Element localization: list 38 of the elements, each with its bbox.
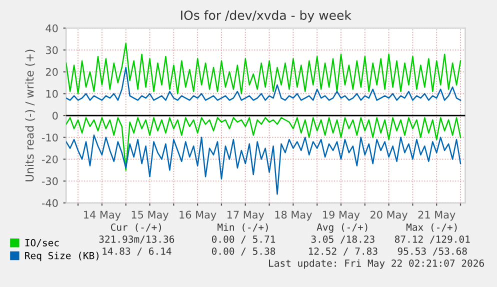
line-series (66, 42, 462, 94)
y-axis-title: Units read (-) / write (+) (25, 50, 36, 182)
x-tick-label: 19 May (323, 210, 360, 221)
y-tick-label: -20 (42, 155, 58, 164)
text: 95.53 /53.68 (398, 247, 467, 256)
y-tick-label: 40 (46, 24, 58, 32)
line-series (66, 117, 462, 171)
x-tick-label: 20 May (370, 210, 408, 221)
legend-label: IO/sec (25, 239, 59, 248)
text: 0.00 / 5.71 (212, 235, 276, 244)
text: 0.00 / 5.38 (212, 247, 276, 256)
text: Avg (-/+) (316, 223, 368, 233)
legend-label: Req Size (KB) (25, 252, 98, 262)
line-series (66, 66, 462, 101)
line-series (66, 134, 462, 195)
x-tick-label: 18 May (275, 210, 312, 221)
text: Last update: Fri May 22 02:21:07 2026 (269, 259, 484, 269)
y-tick-label: 20 (46, 68, 58, 76)
text: 321.93m/13.36 (99, 235, 174, 244)
text: Max (-/+) (406, 223, 457, 232)
y-tick-label: 30 (46, 46, 58, 54)
y-tick-label: -30 (42, 177, 58, 186)
x-tick-label: 17 May (227, 210, 264, 221)
text: Min (-/+) (218, 223, 268, 232)
text: 87.12 /129.01 (394, 235, 470, 244)
x-tick-label: 16 May (180, 210, 216, 221)
x-tick-label: 15 May (132, 210, 169, 221)
text: 12.52 / 7.83 (308, 247, 378, 256)
y-tick-label: -10 (42, 134, 58, 142)
text: Cur (-/+) (110, 223, 161, 232)
text: 3.05 /18.23 (311, 235, 374, 244)
y-tick-label: -40 (42, 199, 58, 208)
y-tick-label: 0 (52, 112, 58, 120)
text: 14.83 / 6.14 (102, 247, 172, 256)
chart-title: IOs for /dev/xvda - by week (181, 10, 352, 22)
x-tick-label: 21 May (418, 210, 456, 221)
y-tick-label: 10 (46, 90, 58, 98)
x-tick-label: 14 May (84, 210, 121, 221)
